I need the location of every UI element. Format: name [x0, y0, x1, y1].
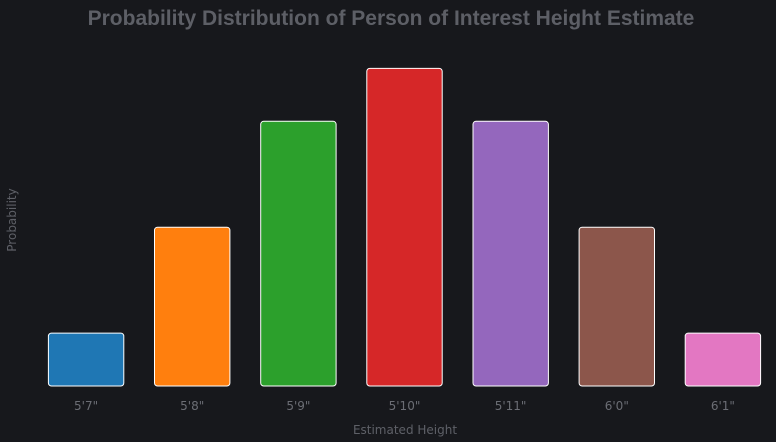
bar-4 [472, 120, 549, 387]
x-tick-label-0: 5'7" [74, 399, 98, 413]
x-tick-labels: 5'7" 5'8" 5'9" 5'10" 5'11" 6'0" 6'1" [74, 399, 735, 413]
y-axis-label: Probability [5, 188, 19, 251]
bar-2 [260, 120, 337, 387]
x-tick-label-1: 5'8" [180, 399, 204, 413]
x-tick-label-5: 6'0" [605, 399, 629, 413]
x-axis-label: Estimated Height [353, 423, 457, 437]
bars-group [47, 67, 762, 387]
bar-6 [684, 332, 762, 387]
x-tick-label-6: 6'1" [711, 399, 735, 413]
bar-3 [366, 67, 443, 387]
x-tick-label-2: 5'9" [286, 399, 310, 413]
bar-5 [578, 226, 655, 387]
bar-0 [47, 332, 125, 387]
bar-1 [154, 226, 231, 387]
chart-title: Probability Distribution of Person of In… [88, 7, 695, 30]
x-tick-label-4: 5'11" [495, 399, 527, 413]
x-tick-label-3: 5'10" [389, 399, 421, 413]
